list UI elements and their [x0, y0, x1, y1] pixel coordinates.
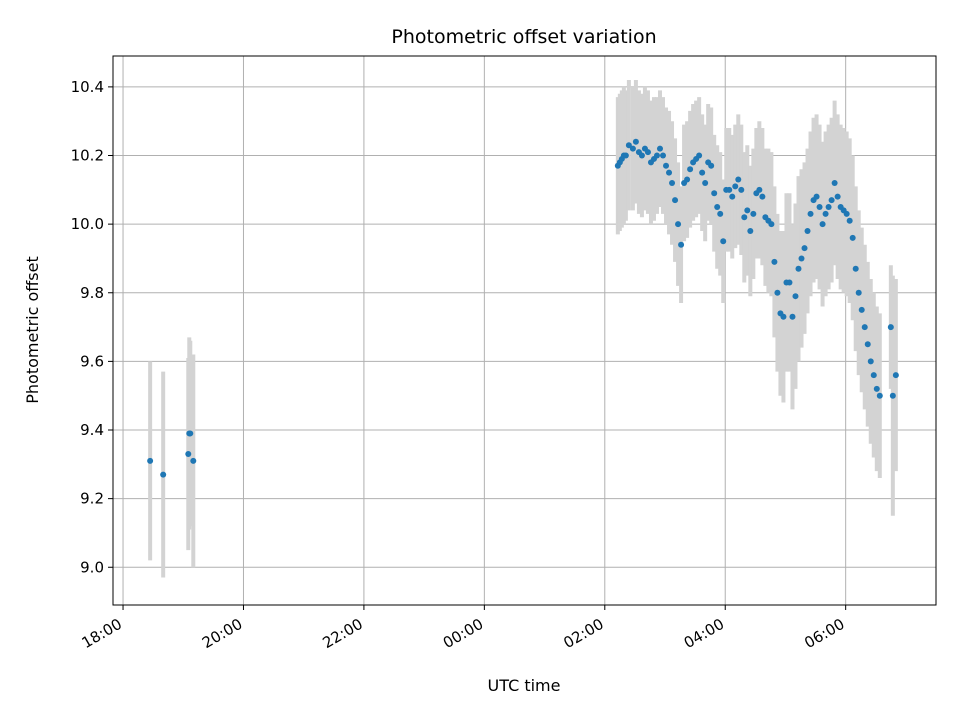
data-point	[864, 341, 871, 348]
data-point	[828, 197, 835, 204]
y-tick-label: 9.6	[80, 352, 104, 370]
data-points	[147, 138, 899, 478]
data-point	[771, 258, 778, 265]
y-tick-label: 10.4	[71, 78, 104, 96]
data-point	[720, 238, 727, 245]
data-point	[768, 221, 775, 228]
data-point	[792, 293, 799, 300]
data-point	[819, 221, 826, 228]
data-point	[786, 279, 793, 286]
data-point	[629, 145, 636, 152]
data-point	[876, 392, 883, 399]
data-point	[708, 162, 715, 169]
data-point	[843, 210, 850, 217]
data-point	[669, 179, 676, 186]
data-point	[717, 210, 724, 217]
data-point	[656, 145, 663, 152]
data-point	[795, 265, 802, 272]
data-point	[622, 152, 629, 159]
data-point	[187, 430, 194, 437]
y-tick-label: 9.0	[80, 558, 104, 576]
data-point	[889, 392, 896, 399]
data-point	[780, 313, 787, 320]
data-point	[855, 289, 862, 296]
data-point	[870, 372, 877, 379]
chart-title: Photometric offset variation	[391, 26, 656, 48]
data-point	[672, 197, 679, 204]
data-point	[852, 265, 859, 272]
data-point	[774, 289, 781, 296]
y-tick-label: 9.2	[80, 490, 104, 508]
data-point	[160, 471, 167, 478]
data-point	[644, 149, 651, 156]
data-point	[632, 138, 639, 145]
data-point	[729, 193, 736, 200]
data-point	[625, 142, 632, 149]
data-point	[666, 169, 673, 176]
data-point	[696, 152, 703, 159]
data-point	[678, 241, 685, 248]
x-axis-title: UTC time	[488, 676, 561, 695]
y-axis: 9.0 9.2 9.4 9.6 9.8 10.0 10.2 10.4	[71, 78, 113, 576]
data-point	[687, 166, 694, 173]
data-point	[711, 190, 718, 197]
data-point	[747, 227, 754, 234]
data-point	[738, 186, 745, 193]
data-point	[702, 179, 709, 186]
data-point	[892, 372, 899, 379]
data-point	[663, 162, 670, 169]
data-point	[807, 210, 814, 217]
data-point	[744, 207, 751, 214]
data-point	[732, 183, 739, 190]
data-point	[804, 227, 811, 234]
data-point	[789, 313, 796, 320]
data-point	[714, 203, 721, 210]
y-tick-label: 9.4	[80, 421, 104, 439]
data-point	[756, 186, 763, 193]
data-point	[735, 176, 742, 183]
data-point	[822, 210, 829, 217]
data-point	[813, 193, 820, 200]
data-point	[801, 245, 808, 252]
data-point	[660, 152, 667, 159]
data-point	[834, 193, 841, 200]
plot-frame	[112, 55, 937, 606]
data-point	[726, 186, 733, 193]
y-tick-label: 9.8	[80, 284, 104, 302]
data-point	[750, 210, 757, 217]
data-point	[675, 221, 682, 228]
data-point	[858, 306, 865, 313]
data-point	[653, 152, 660, 159]
data-point	[798, 255, 805, 262]
data-point	[190, 457, 197, 464]
data-point	[861, 324, 868, 331]
data-point	[849, 234, 856, 241]
data-point	[185, 451, 192, 458]
data-point	[825, 203, 832, 210]
data-point	[887, 324, 894, 331]
data-point	[684, 176, 691, 183]
data-point	[759, 193, 766, 200]
data-point	[741, 214, 748, 221]
y-tick-label: 10.0	[71, 215, 104, 233]
data-point	[867, 358, 874, 365]
data-point	[638, 152, 645, 159]
data-point	[816, 203, 823, 210]
data-point	[873, 385, 880, 392]
data-point	[846, 217, 853, 224]
y-tick-label: 10.2	[71, 147, 104, 165]
data-point	[831, 179, 838, 186]
y-axis-title: Photometric offset	[23, 256, 42, 404]
data-point	[699, 169, 706, 176]
data-point	[147, 457, 154, 464]
